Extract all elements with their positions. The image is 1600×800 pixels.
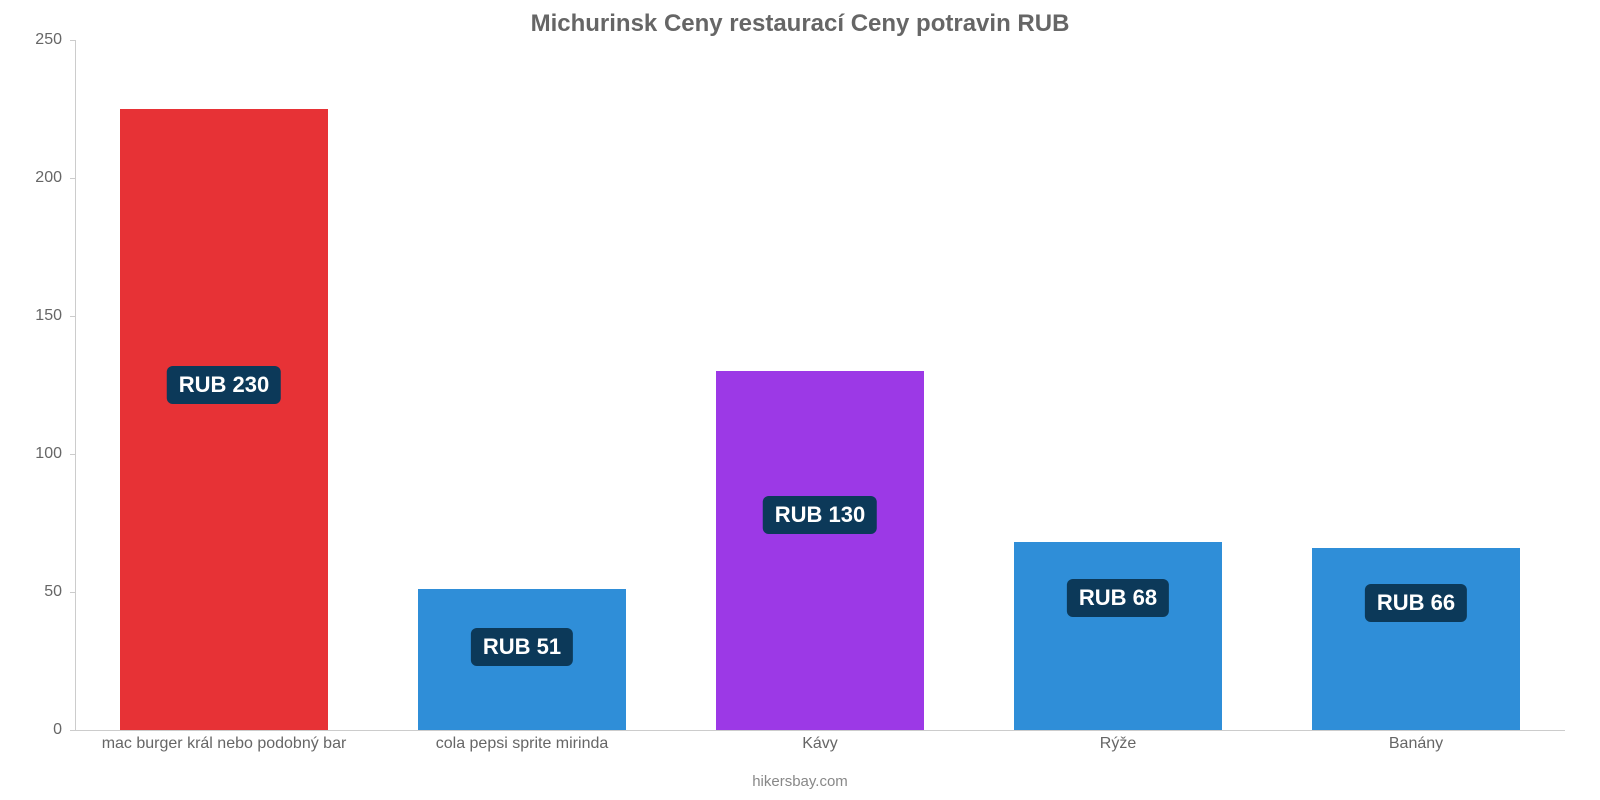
y-tick-label: 0 — [53, 721, 62, 739]
y-tick-label: 250 — [35, 31, 62, 49]
y-tick-mark — [70, 40, 75, 41]
chart-bar — [1312, 548, 1521, 730]
data-label: RUB 66 — [1365, 584, 1467, 622]
chart-title: Michurinsk Ceny restaurací Ceny potravin… — [0, 10, 1600, 38]
data-label: RUB 51 — [471, 628, 573, 666]
y-tick-mark — [70, 730, 75, 731]
y-tick-mark — [70, 454, 75, 455]
chart-footer: hikersbay.com — [0, 773, 1600, 790]
y-tick-mark — [70, 316, 75, 317]
y-tick-mark — [70, 178, 75, 179]
y-tick-label: 50 — [44, 583, 62, 601]
chart-bar — [120, 109, 329, 730]
data-label: RUB 230 — [167, 366, 281, 404]
x-axis-line — [75, 730, 1565, 731]
x-tick-label: Rýže — [1100, 735, 1136, 753]
y-axis: 050100150200250 — [0, 40, 70, 730]
x-tick-label: mac burger král nebo podobný bar — [102, 735, 347, 753]
x-tick-label: Banány — [1389, 735, 1443, 753]
data-label: RUB 68 — [1067, 579, 1169, 617]
x-tick-label: Kávy — [802, 735, 838, 753]
chart-bar — [1014, 542, 1223, 730]
y-tick-label: 150 — [35, 307, 62, 325]
x-tick-label: cola pepsi sprite mirinda — [436, 735, 609, 753]
y-tick-mark — [70, 592, 75, 593]
chart-bar — [716, 371, 925, 730]
y-tick-label: 200 — [35, 169, 62, 187]
y-tick-label: 100 — [35, 445, 62, 463]
chart-container: Michurinsk Ceny restaurací Ceny potravin… — [0, 0, 1600, 800]
plot-area: RUB 230 RUB 51 RUB 130 RUB 68 RUB 66 — [75, 40, 1565, 730]
data-label: RUB 130 — [763, 496, 877, 534]
